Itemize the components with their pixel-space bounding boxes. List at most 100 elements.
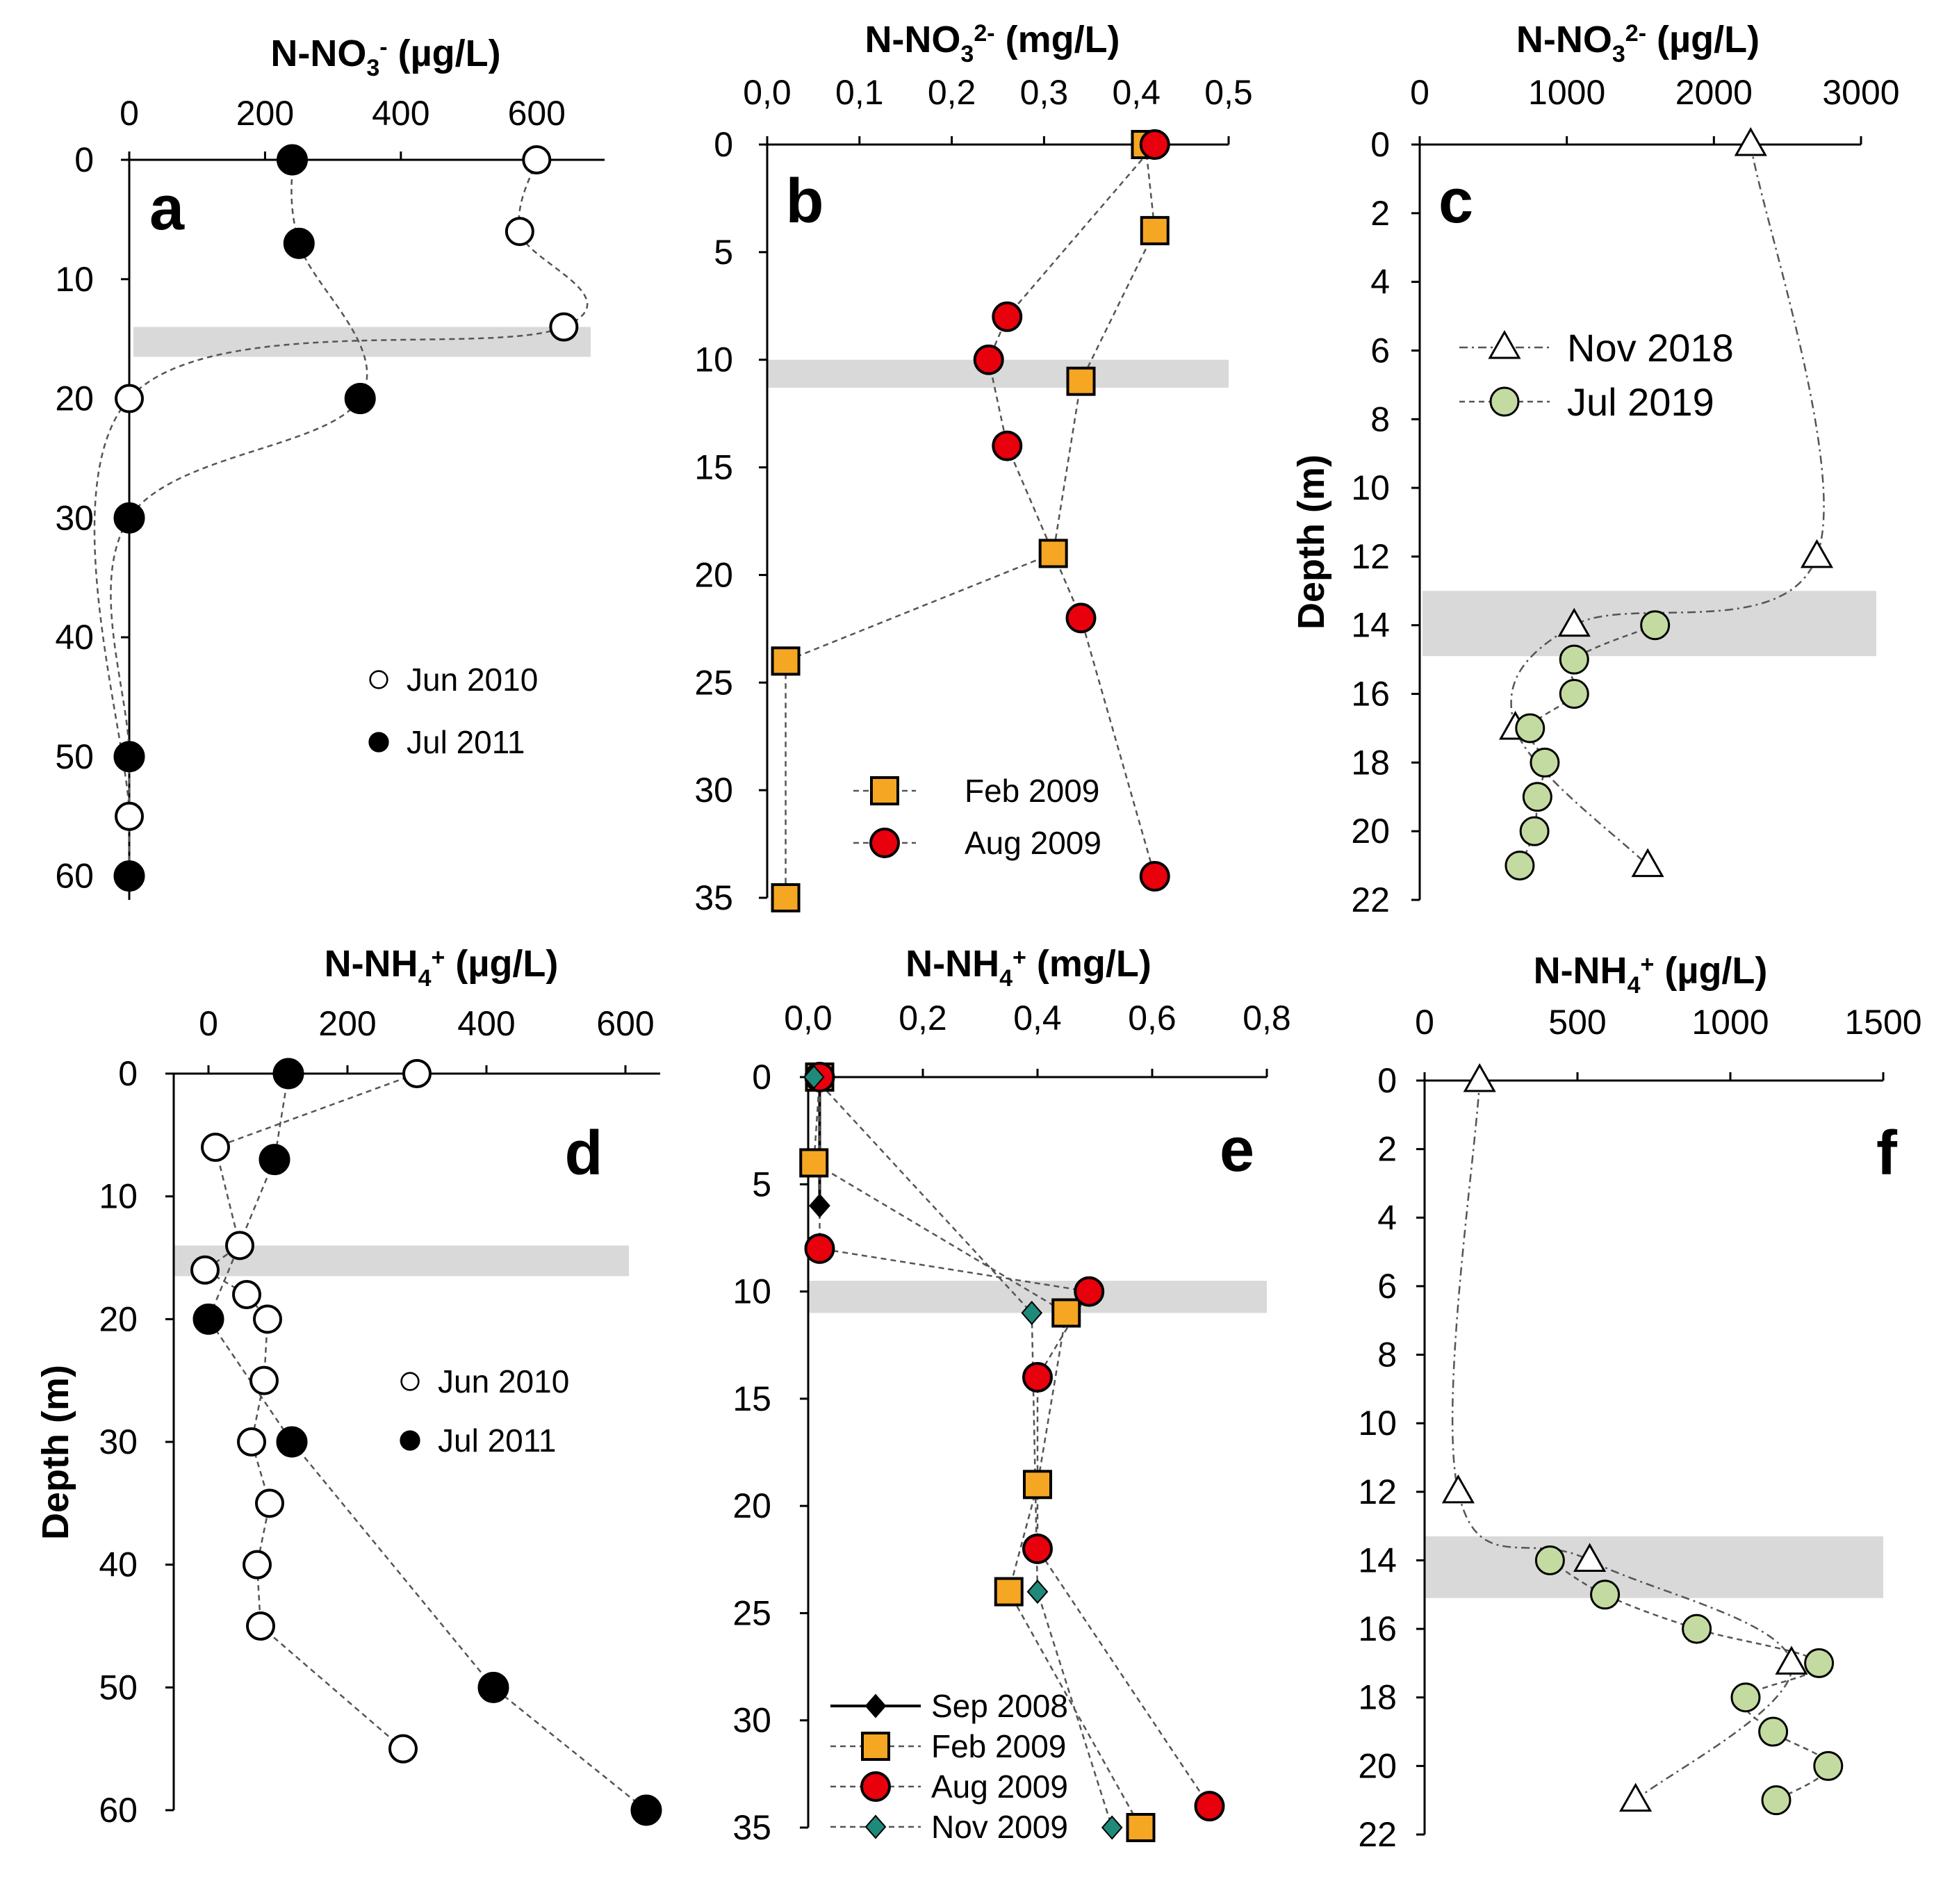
data-point-e-3 (803, 1065, 825, 1090)
data-point-a-0 (505, 217, 534, 247)
data-point-f-0 (1775, 1646, 1808, 1675)
data-point-a-1 (113, 502, 145, 534)
y-tick-label-e: 15 (732, 1379, 771, 1418)
y-tick-label-f: 10 (1358, 1404, 1397, 1443)
title-unit: (µg/L) (1646, 19, 1760, 60)
data-point-f-1 (1730, 1682, 1761, 1713)
data-point-d-0 (402, 1059, 432, 1088)
data-point-e-2 (1022, 1362, 1053, 1393)
data-point-b-1 (992, 430, 1023, 461)
title-subscript: 3 (1612, 41, 1625, 67)
x-tick-label-b: 0,1 (835, 73, 884, 112)
x-tick-label-c: 0 (1410, 73, 1429, 112)
data-point-b-0 (771, 646, 801, 676)
y-tick-label-c: 22 (1351, 880, 1390, 919)
y-tick-label-d: 0 (118, 1054, 138, 1093)
y-tick-label-c: 14 (1351, 606, 1390, 645)
panel-letter-b: b (786, 167, 824, 236)
y-tick-label-d: 40 (99, 1545, 138, 1584)
x-tick-label-e: 0,8 (1243, 999, 1291, 1037)
y-tick-label-b: 30 (694, 771, 733, 810)
x-tick-label-b: 0,0 (743, 73, 792, 112)
data-point-b-0 (1140, 215, 1170, 245)
data-point-e-1 (1023, 1470, 1052, 1500)
data-point-f-0 (1619, 1782, 1653, 1812)
data-point-f-1 (1534, 1545, 1565, 1575)
legend-label-a-0: Jun 2010 (407, 662, 538, 698)
legend-label-e-3: Nov 2009 (931, 1809, 1068, 1845)
data-point-d-0 (237, 1427, 266, 1456)
y-tick-label-c: 4 (1370, 263, 1390, 302)
data-point-f-1 (1813, 1750, 1844, 1781)
data-point-c-1 (1640, 610, 1671, 641)
title-subscript: 4 (418, 965, 432, 992)
x-tick-label-c: 1000 (1528, 73, 1605, 112)
title-main: N-NO (1516, 19, 1612, 60)
y-tick-label-e: 5 (752, 1165, 771, 1204)
y-tick-label-d: 30 (99, 1422, 138, 1461)
legend-symbol (400, 1430, 420, 1451)
data-point-c-1 (1522, 782, 1552, 812)
data-point-b-1 (992, 301, 1023, 332)
y-tick-label-c: 6 (1370, 331, 1390, 370)
x-tick-label-d: 600 (596, 1004, 654, 1043)
x-tick-label-e: 0,0 (784, 999, 833, 1037)
title-superscript: 2- (1625, 20, 1646, 47)
legend-label-b-0: Feb 2009 (965, 773, 1099, 809)
y-tick-label-e: 30 (732, 1701, 771, 1740)
panel-letter-a: a (149, 174, 185, 243)
y-axis-label-panel-d: Depth (m) (35, 1365, 76, 1540)
y-tick-label-d: 60 (99, 1791, 138, 1830)
data-point-a-0 (115, 801, 144, 831)
data-point-e-2 (1194, 1791, 1225, 1822)
title-subscript: 3 (960, 41, 974, 67)
y-tick-label-c: 10 (1351, 468, 1390, 507)
legend-label-a-1: Jul 2011 (407, 724, 525, 760)
legend-symbol (400, 1372, 420, 1391)
y-tick-label-e: 10 (732, 1272, 771, 1311)
y-tick-label-a: 20 (55, 379, 94, 418)
y-tick-label-f: 20 (1358, 1746, 1397, 1785)
data-point-c-1 (1559, 679, 1589, 709)
data-point-b-0 (1066, 366, 1096, 396)
data-point-b-0 (1038, 539, 1068, 568)
x-axis-title-e: N-NH4+ (mg/L) (905, 943, 1151, 992)
title-main: N-NO (864, 19, 960, 60)
x-axis-title-f: N-NH4+ (µg/L) (1534, 950, 1768, 999)
data-point-b-0 (771, 883, 801, 912)
y-tick-label-e: 35 (732, 1808, 771, 1847)
data-point-f-0 (1573, 1543, 1607, 1572)
y-tick-label-d: 10 (99, 1177, 138, 1216)
legend-marker-a-1 (368, 732, 389, 753)
legend-symbol (368, 732, 389, 753)
data-point-c-1 (1559, 644, 1589, 675)
title-unit: (mg/L) (995, 19, 1120, 60)
title-unit: (mg/L) (1026, 943, 1151, 985)
y-tick-label-f: 8 (1377, 1336, 1397, 1374)
x-tick-label-b: 0,2 (928, 73, 976, 112)
title-main: N-NH (905, 943, 999, 985)
data-point-a-1 (277, 144, 309, 176)
data-point-d-0 (190, 1255, 220, 1285)
data-point-a-0 (522, 145, 552, 174)
data-point-d-0 (232, 1280, 261, 1309)
data-point-e-1 (994, 1577, 1024, 1607)
series-line-a-1 (110, 159, 368, 876)
series-line-a-0 (93, 159, 589, 816)
legend-marker-c-1 (1489, 386, 1520, 417)
x-tick-label-e: 0,2 (899, 999, 947, 1037)
y-tick-label-c: 12 (1351, 537, 1390, 576)
data-point-b-1 (973, 344, 1004, 375)
y-tick-label-c: 16 (1351, 675, 1390, 714)
data-point-c-1 (1519, 816, 1550, 846)
data-point-c-1 (1515, 713, 1546, 744)
data-point-d-0 (201, 1133, 230, 1162)
data-point-f-0 (1463, 1062, 1496, 1092)
title-subscript: 3 (366, 55, 379, 81)
x-tick-label-c: 3000 (1822, 73, 1899, 112)
y-tick-label-b: 5 (714, 233, 733, 272)
legend-marker-a-0 (369, 670, 388, 689)
y-tick-label-e: 0 (752, 1058, 771, 1097)
data-point-f-1 (1758, 1716, 1789, 1747)
